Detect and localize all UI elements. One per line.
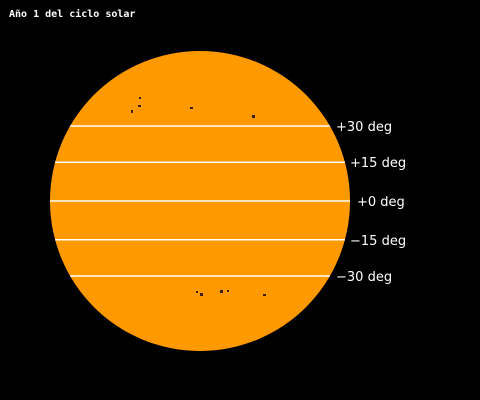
sunspot [131, 110, 133, 113]
sunspot [220, 290, 223, 293]
sunspots [131, 97, 266, 296]
latitude-label: +30 deg [336, 120, 392, 135]
sunspot [138, 105, 141, 107]
figure-title: Año 1 del ciclo solar [9, 9, 136, 20]
sunspot [252, 115, 255, 118]
sunspot [263, 294, 266, 296]
sunspot [200, 293, 203, 296]
sunspot [190, 107, 193, 109]
latitude-labels: +30 deg +15 deg +0 deg −15 deg −30 deg [336, 120, 406, 285]
sunspot [139, 97, 141, 99]
latitude-label: +0 deg [357, 195, 405, 210]
sunspot [196, 291, 198, 293]
latitude-label: −15 deg [350, 234, 406, 249]
sunspot [227, 290, 229, 292]
latitude-lines [50, 125, 350, 277]
latitude-label: −30 deg [336, 270, 392, 285]
latitude-label: +15 deg [350, 156, 406, 171]
